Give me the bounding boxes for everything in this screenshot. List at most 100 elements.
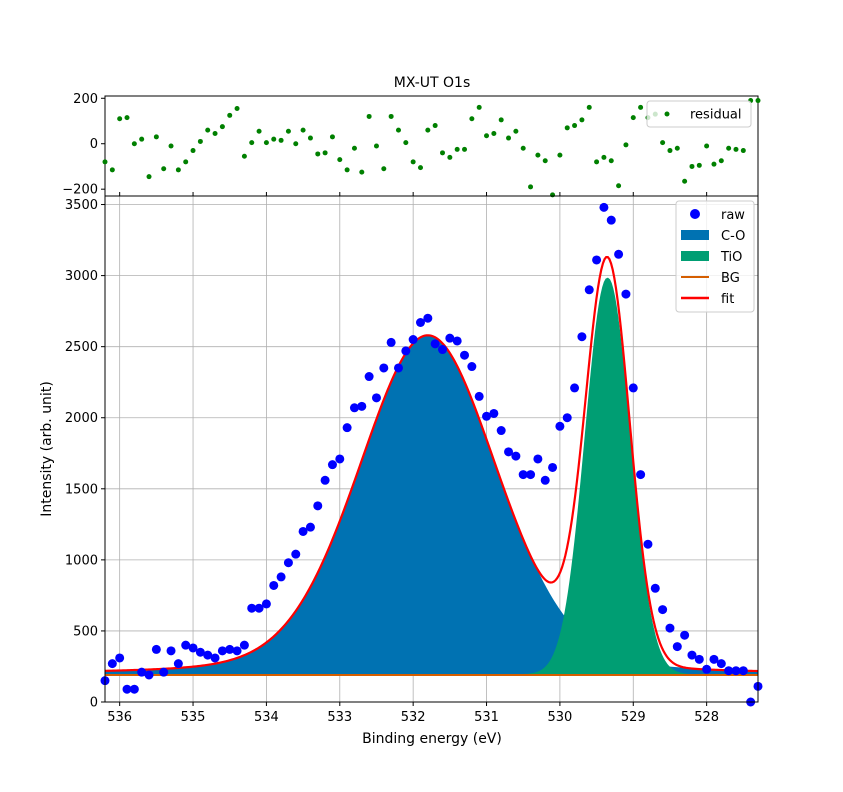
residual-point bbox=[300, 127, 306, 133]
residual-point bbox=[359, 169, 365, 175]
raw-point bbox=[665, 623, 675, 633]
raw-point bbox=[452, 336, 462, 346]
residual-point bbox=[726, 145, 732, 151]
residual-point bbox=[381, 166, 387, 172]
raw-point bbox=[474, 391, 484, 401]
residual-point bbox=[491, 131, 497, 136]
residual-ytick-label: 0 bbox=[90, 137, 98, 152]
raw-point bbox=[430, 339, 440, 349]
residual-point bbox=[388, 113, 394, 119]
raw-point bbox=[320, 475, 330, 485]
raw-point bbox=[445, 333, 455, 343]
raw-point bbox=[247, 603, 257, 613]
residual-point bbox=[616, 183, 622, 189]
raw-point bbox=[393, 363, 403, 373]
residual-point bbox=[293, 141, 299, 147]
raw-point bbox=[584, 285, 594, 295]
residual-point bbox=[219, 124, 225, 130]
residual-point bbox=[256, 128, 262, 134]
residual-point bbox=[674, 145, 680, 151]
residual-point bbox=[315, 151, 321, 157]
residual-point bbox=[689, 163, 695, 169]
legend-tio-patch bbox=[681, 251, 709, 261]
residual-point bbox=[535, 152, 541, 158]
residual-point bbox=[263, 140, 269, 146]
raw-point bbox=[225, 644, 235, 654]
residual-point bbox=[241, 153, 247, 159]
main-panel: 536 535 534 533 532 531 530 529 528 0 500 1000 1500… bbox=[39, 192, 763, 747]
raw-point bbox=[357, 401, 367, 411]
raw-point bbox=[335, 454, 345, 464]
residual-point bbox=[638, 104, 644, 110]
residual-point bbox=[285, 128, 291, 134]
raw-point bbox=[540, 475, 550, 485]
raw-point bbox=[680, 630, 690, 640]
raw-point bbox=[283, 558, 293, 568]
residual-point bbox=[594, 159, 600, 165]
xtick-label: 533 bbox=[327, 710, 352, 725]
raw-point bbox=[460, 350, 470, 360]
residual-point bbox=[205, 127, 211, 133]
raw-point bbox=[577, 332, 587, 342]
residual-point bbox=[660, 140, 666, 146]
residual-point bbox=[337, 157, 343, 163]
residual-legend-label: residual bbox=[690, 108, 742, 123]
component-area-co bbox=[105, 335, 758, 675]
fit-line bbox=[104, 255, 759, 673]
residual-point bbox=[601, 154, 607, 160]
residual-point bbox=[476, 104, 482, 110]
raw-point bbox=[386, 337, 396, 347]
raw-point bbox=[239, 640, 249, 650]
raw-point bbox=[181, 640, 191, 650]
residual-point bbox=[469, 116, 475, 122]
residual-point bbox=[227, 112, 233, 118]
xtick-label: 535 bbox=[181, 710, 206, 725]
residual-point bbox=[212, 131, 218, 136]
y-ticks: 0 500 1000 1500 2000 2500 3000 3500 bbox=[65, 198, 105, 711]
residual-point bbox=[322, 150, 328, 156]
raw-point bbox=[489, 408, 499, 418]
raw-point bbox=[129, 684, 139, 694]
residual-ytick-label: −200 bbox=[62, 183, 98, 198]
residual-point bbox=[520, 145, 526, 151]
residual-point bbox=[410, 159, 416, 165]
legend-co-patch bbox=[681, 230, 709, 240]
raw-point bbox=[151, 644, 161, 654]
residual-point bbox=[733, 146, 739, 152]
raw-point bbox=[562, 413, 572, 423]
raw-point bbox=[724, 666, 734, 676]
residual-point bbox=[271, 136, 277, 142]
chart-title: MX-UT O1s bbox=[394, 75, 471, 91]
residual-point bbox=[696, 162, 702, 168]
ytick-label: 0 bbox=[90, 696, 98, 711]
residual-point bbox=[351, 145, 357, 151]
residual-point bbox=[440, 150, 446, 156]
residual-point bbox=[755, 98, 761, 104]
legend-tio-label: TiO bbox=[720, 250, 742, 265]
xtick-label: 536 bbox=[107, 710, 132, 725]
residual-point bbox=[432, 123, 438, 129]
legend-raw-label: raw bbox=[721, 208, 745, 223]
component-area-tio bbox=[105, 278, 758, 675]
residual-point bbox=[234, 106, 240, 111]
raw-point bbox=[614, 249, 624, 259]
raw-point bbox=[313, 501, 323, 511]
raw-point bbox=[511, 451, 521, 461]
residual-point bbox=[462, 146, 468, 152]
raw-point bbox=[658, 605, 668, 615]
raw-point bbox=[122, 684, 132, 694]
raw-point bbox=[166, 646, 176, 656]
raw-point bbox=[217, 646, 227, 656]
raw-point bbox=[203, 650, 213, 660]
legend-fit-label: fit bbox=[721, 292, 734, 307]
residual-panel: −200 0 200 residual bbox=[62, 92, 761, 198]
xtick-label: 530 bbox=[547, 710, 572, 725]
raw-point bbox=[364, 372, 374, 382]
residual-point bbox=[528, 184, 534, 190]
xtick-label: 532 bbox=[401, 710, 426, 725]
residual-legend-box bbox=[646, 100, 752, 128]
residual-point bbox=[102, 159, 108, 165]
ytick-label: 1000 bbox=[65, 553, 98, 568]
residual-point bbox=[278, 137, 284, 143]
raw-point bbox=[570, 383, 580, 393]
